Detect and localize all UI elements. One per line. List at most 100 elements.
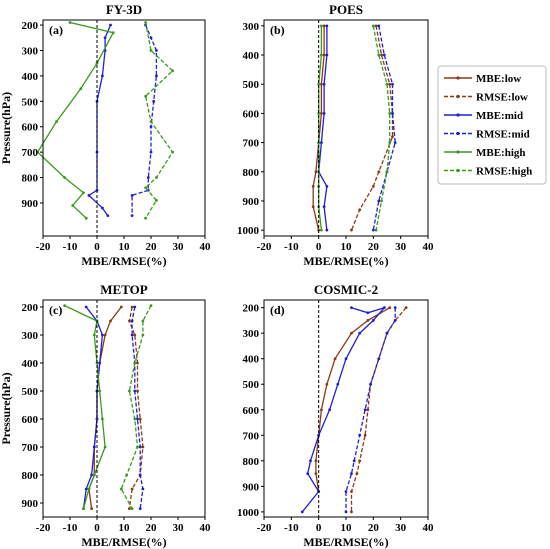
y-tick-label: 200 bbox=[243, 303, 260, 315]
data-point bbox=[130, 507, 134, 510]
x-tick-label: -10 bbox=[63, 522, 78, 534]
data-point bbox=[385, 331, 389, 335]
data-point bbox=[374, 228, 378, 232]
data-point bbox=[133, 417, 137, 421]
x-tick-label: 10 bbox=[119, 522, 131, 534]
data-point bbox=[138, 445, 142, 449]
data-point bbox=[385, 82, 389, 86]
data-point bbox=[125, 473, 129, 477]
data-point bbox=[371, 319, 375, 322]
data-point bbox=[71, 204, 75, 207]
plot-frame bbox=[42, 19, 206, 237]
data-point bbox=[369, 382, 372, 386]
x-tick-label: 40 bbox=[423, 241, 435, 253]
data-point bbox=[101, 333, 104, 337]
data-point bbox=[149, 49, 153, 52]
series-line-rmse-high bbox=[120, 305, 152, 509]
x-tick-label: -10 bbox=[63, 241, 78, 253]
data-point bbox=[320, 82, 323, 86]
data-point bbox=[155, 74, 158, 78]
data-point bbox=[127, 389, 131, 393]
data-point bbox=[380, 53, 383, 57]
y-tick-label: 200 bbox=[22, 302, 39, 314]
x-tick-label: -20 bbox=[36, 522, 51, 534]
data-point bbox=[325, 53, 329, 57]
data-point bbox=[138, 417, 142, 421]
data-point bbox=[388, 82, 392, 86]
x-tick-label: 30 bbox=[173, 241, 185, 253]
data-point bbox=[92, 473, 96, 477]
data-point bbox=[325, 24, 329, 28]
data-point bbox=[133, 305, 137, 309]
x-tick-label: 0 bbox=[94, 522, 100, 534]
y-tick-label: 700 bbox=[243, 138, 260, 150]
data-point bbox=[98, 361, 102, 365]
data-point bbox=[322, 205, 326, 209]
data-point bbox=[322, 112, 326, 115]
y-tick-label: 400 bbox=[243, 354, 260, 366]
data-point bbox=[371, 24, 375, 28]
y-tick-label: 300 bbox=[22, 45, 39, 57]
panel-title: COSMIC-2 bbox=[314, 282, 378, 297]
data-point bbox=[111, 31, 115, 35]
legend: MBE:low RMSE:low MBE:mid RMSE:mid MBE:high RM… bbox=[437, 65, 547, 185]
data-point bbox=[149, 125, 153, 129]
data-point bbox=[352, 459, 356, 463]
data-point bbox=[101, 74, 104, 78]
data-point bbox=[391, 135, 394, 139]
data-point bbox=[136, 361, 139, 365]
data-point bbox=[101, 417, 104, 421]
x-tick-label: 0 bbox=[94, 241, 100, 253]
data-point bbox=[155, 199, 158, 202]
y-tick-label: 900 bbox=[22, 498, 39, 510]
y-tick-label: 300 bbox=[22, 330, 39, 342]
x-tick-label: 20 bbox=[146, 241, 158, 253]
data-point bbox=[374, 24, 378, 28]
data-point bbox=[311, 205, 315, 209]
data-point bbox=[106, 214, 110, 218]
data-point bbox=[84, 487, 88, 491]
data-point bbox=[84, 216, 88, 220]
data-point bbox=[309, 459, 312, 463]
data-point bbox=[358, 331, 362, 335]
data-point bbox=[320, 53, 323, 57]
series-line-rmse-low bbox=[350, 25, 394, 231]
data-point bbox=[136, 417, 139, 421]
legend-marker bbox=[456, 76, 460, 80]
series-line-mbe-low bbox=[315, 307, 391, 492]
data-point bbox=[382, 53, 386, 57]
data-point bbox=[149, 150, 153, 154]
data-point bbox=[146, 176, 150, 179]
data-point bbox=[320, 408, 323, 412]
data-point bbox=[119, 487, 123, 491]
series-line-rmse-high bbox=[144, 22, 174, 219]
legend-label: MBE:high bbox=[476, 147, 526, 159]
y-tick-label: 900 bbox=[22, 198, 39, 210]
series-line-rmse-low bbox=[128, 306, 144, 509]
data-point bbox=[171, 150, 175, 154]
data-point bbox=[350, 510, 353, 514]
x-axis-label: MBE/RMSE(%) bbox=[81, 254, 166, 268]
data-point bbox=[344, 510, 348, 514]
plot-frame bbox=[263, 19, 429, 237]
data-point bbox=[320, 112, 323, 115]
data-point bbox=[87, 487, 91, 491]
data-point bbox=[101, 206, 104, 210]
y-tick-label: 400 bbox=[22, 358, 39, 370]
y-tick-label: 800 bbox=[243, 167, 260, 179]
panel-1: POES (b) -20 -10 0 10 20 30 40 300 400 500 600 700 800… bbox=[237, 2, 434, 268]
x-tick-label: -20 bbox=[36, 241, 51, 253]
data-point bbox=[350, 306, 353, 310]
y-tick-label: 200 bbox=[22, 20, 39, 32]
data-point bbox=[391, 112, 394, 115]
y-tick-label: 600 bbox=[243, 405, 260, 417]
data-point bbox=[344, 490, 348, 493]
data-point bbox=[82, 507, 85, 510]
data-point bbox=[325, 228, 329, 232]
x-tick-label: 10 bbox=[341, 241, 353, 253]
data-point bbox=[336, 382, 340, 386]
series-line-mbe-high bbox=[64, 305, 106, 509]
data-point bbox=[109, 23, 112, 27]
data-point bbox=[133, 389, 137, 393]
panel-title: METOP bbox=[100, 282, 147, 297]
